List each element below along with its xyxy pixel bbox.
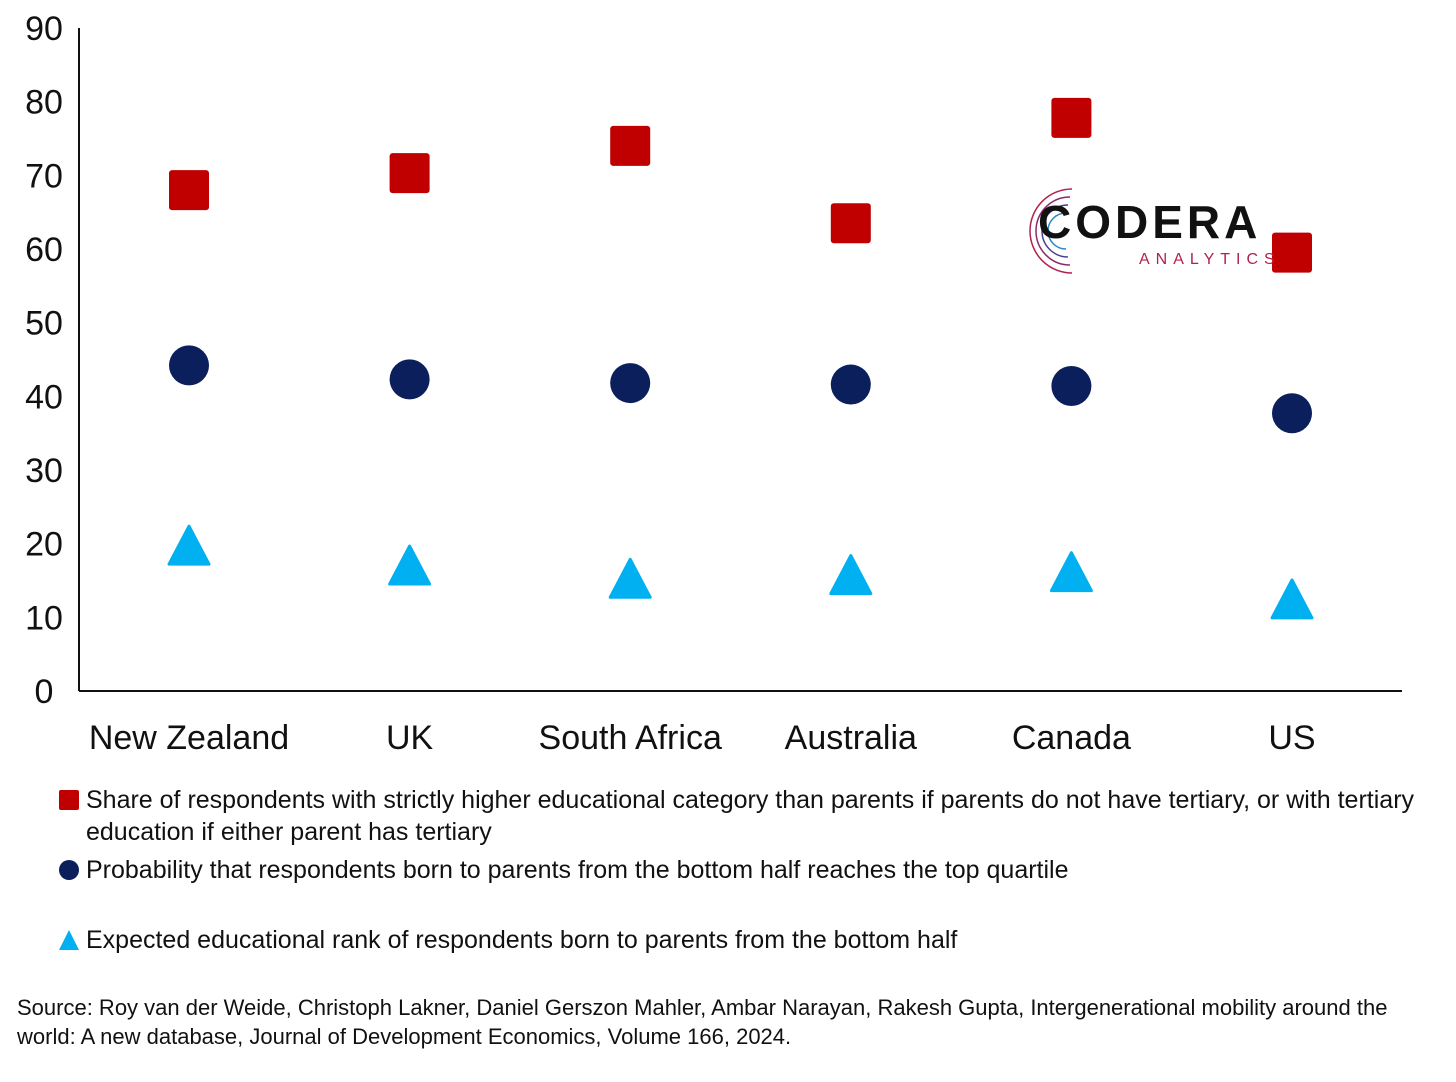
triangle-point <box>1270 578 1314 620</box>
y-tick-label: 20 <box>25 526 63 564</box>
x-category-label: Australia <box>785 719 917 757</box>
circle-point <box>169 345 209 386</box>
codera-logo: CODERA ANALYTICS <box>1012 185 1302 280</box>
y-tick-label: 60 <box>25 231 63 269</box>
legend-item-series-3: Expected educational rank of respondents… <box>58 924 957 956</box>
circle-point <box>1272 393 1312 434</box>
logo-wordmark: CODERA <box>1038 196 1262 248</box>
triangle-point <box>167 524 211 566</box>
legend-label: Probability that respondents born to par… <box>86 856 1069 884</box>
circle-point <box>389 359 430 400</box>
x-category-label: UK <box>386 719 434 757</box>
y-tick-label: 50 <box>25 305 63 343</box>
y-tick-label: 70 <box>25 157 63 195</box>
square-point <box>1051 97 1092 138</box>
circle-point <box>830 364 871 405</box>
x-category-label: New Zealand <box>89 719 289 757</box>
y-tick-label: 40 <box>25 378 63 416</box>
y-tick-label: 0 <box>35 673 54 711</box>
y-tick-label: 10 <box>25 599 63 637</box>
triangle-point <box>829 554 873 596</box>
y-tick-label: 90 <box>25 10 63 48</box>
x-category-label: Canada <box>1012 719 1131 757</box>
logo-swirl-icon <box>1029 188 1073 274</box>
square-marker-icon <box>58 789 80 811</box>
y-tick-label: 80 <box>25 84 63 122</box>
logo-subtitle: ANALYTICS <box>1139 251 1281 268</box>
triangle-point <box>1049 551 1093 593</box>
circle-point <box>610 363 651 404</box>
triangle-point <box>608 557 652 599</box>
triangle-marker-icon <box>58 929 80 951</box>
legend-item-series-1: Share of respondents with strictly highe… <box>58 784 1428 848</box>
square-point <box>389 153 430 194</box>
square-point <box>610 125 651 166</box>
triangle-point <box>388 544 432 586</box>
legend-label: Share of respondents with strictly highe… <box>86 786 1415 846</box>
y-tick-label: 30 <box>25 452 63 490</box>
square-point <box>830 203 871 244</box>
circle-marker-icon <box>58 859 80 881</box>
square-point <box>169 170 209 211</box>
circle-point <box>1051 366 1092 407</box>
x-category-label: US <box>1268 719 1315 757</box>
legend-item-series-2: Probability that respondents born to par… <box>58 854 1069 886</box>
x-category-label: South Africa <box>539 719 722 757</box>
legend-label: Expected educational rank of respondents… <box>86 926 958 954</box>
scatter-chart: 0 10 20 30 40 50 60 70 80 90 New Zealand UK South A… <box>25 10 1402 757</box>
square-point <box>1272 232 1312 273</box>
source-note: Source: Roy van der Weide, Christoph Lak… <box>17 995 1388 1049</box>
